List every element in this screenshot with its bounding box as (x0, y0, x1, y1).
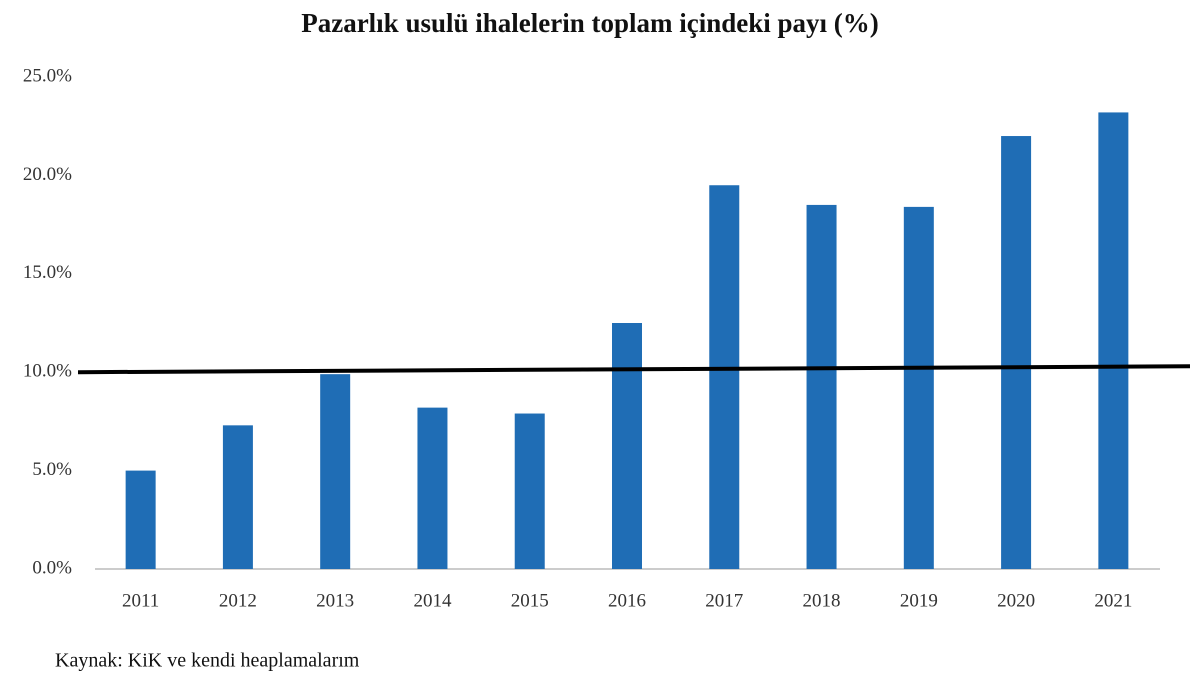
y-tick-label: 5.0% (32, 459, 72, 480)
y-tick-label: 25.0% (23, 65, 72, 86)
x-tick-label: 2012 (219, 590, 257, 611)
x-tick-label: 2011 (122, 590, 159, 611)
y-tick-label: 15.0% (23, 262, 72, 283)
x-tick-label: 2021 (1094, 590, 1132, 611)
source-note: Kaynak: KiK ve kendi heaplamalarım (55, 650, 360, 672)
bar (320, 374, 351, 569)
bar (612, 323, 642, 569)
x-tick-label: 2020 (997, 590, 1035, 611)
y-tick-label: 0.0% (32, 557, 72, 578)
x-tick-label: 2014 (413, 590, 452, 611)
bar (1098, 112, 1129, 569)
x-tick-label: 2018 (803, 590, 841, 611)
reference-line (77, 364, 1191, 375)
bar (222, 425, 253, 569)
bar (125, 470, 156, 569)
x-tick-label: 2013 (316, 590, 354, 611)
x-tick-label: 2016 (608, 590, 646, 611)
bar (417, 407, 448, 569)
bar (709, 185, 740, 570)
chart-title: Pazarlık usulü ihalelerin toplam içindek… (301, 8, 879, 38)
bar (514, 413, 545, 569)
bar (806, 204, 837, 570)
x-tick-label: 2015 (511, 590, 549, 611)
y-tick-label: 10.0% (23, 361, 72, 382)
y-tick-label: 20.0% (23, 164, 72, 185)
x-tick-label: 2017 (705, 590, 743, 611)
bar (1001, 136, 1032, 570)
x-tick-label: 2019 (900, 590, 938, 611)
bar (903, 206, 934, 569)
